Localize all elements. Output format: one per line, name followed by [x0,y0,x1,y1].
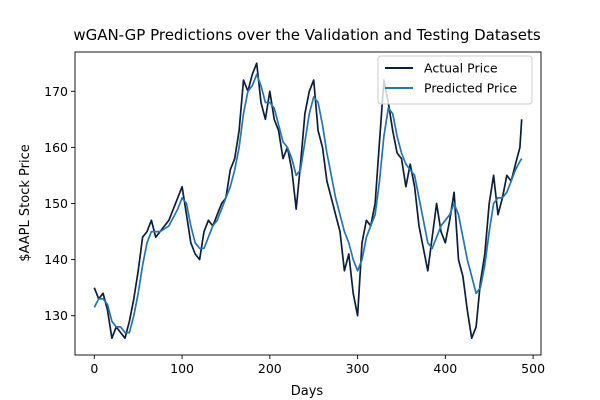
x-axis-label: Days [291,384,324,399]
legend-label-predicted: Predicted Price [424,81,517,96]
y-axis-label: $AAPL Stock Price [18,144,33,261]
x-tick-label: 100 [170,361,194,376]
predicted-price-line [93,73,523,334]
y-tick-label: 150 [44,196,68,211]
chart-title: wGAN-GP Predictions over the Validation … [73,26,541,44]
legend-frame [377,55,533,105]
x-tick-label: 0 [90,361,98,376]
legend-label-actual: Actual Price [424,61,498,76]
y-tick-label: 170 [44,84,68,99]
x-tick-label: 300 [346,361,370,376]
x-tick-label: 500 [521,361,545,376]
x-tick-label: 200 [258,361,282,376]
legend: Actual Price Predicted Price [377,55,533,105]
plot-area [93,62,523,340]
x-tick-label: 400 [433,361,457,376]
actual-price-line [93,62,523,340]
axes: 0 100 200 300 400 500 130 140 150 160 170 [44,51,545,376]
y-tick-label: 140 [44,252,68,267]
y-tick-label: 130 [44,308,68,323]
y-tick-label: 160 [44,140,68,155]
